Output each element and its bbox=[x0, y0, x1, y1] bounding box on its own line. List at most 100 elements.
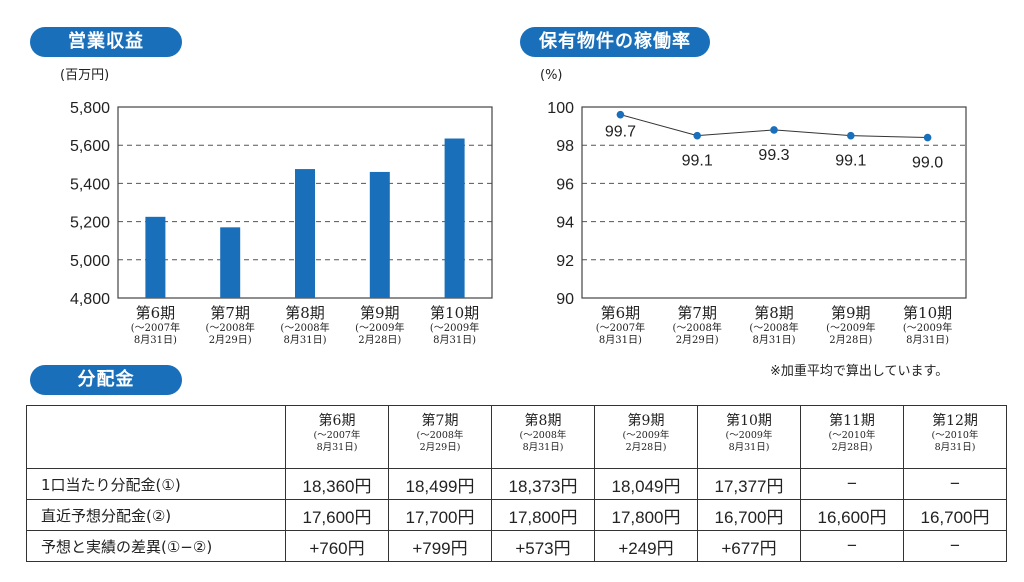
occupancy-x-sublabel: (〜2008年 bbox=[673, 321, 722, 334]
revenue-section-label: 営業収益 bbox=[30, 27, 182, 57]
table-cell: − bbox=[903, 530, 1007, 562]
revenue-unit-label: (百万円) bbox=[60, 68, 109, 83]
occupancy-ytick-label: 90 bbox=[556, 291, 574, 308]
occupancy-x-sublabel: 8月31日) bbox=[599, 334, 642, 346]
occupancy-ytick-label: 92 bbox=[556, 253, 574, 270]
occupancy-ytick-label: 100 bbox=[547, 100, 574, 117]
occupancy-point bbox=[770, 126, 778, 134]
table-cell: 18,049円 bbox=[594, 468, 698, 500]
table-cell: − bbox=[903, 468, 1007, 500]
charts-canvas: (百万円)4,8005,0005,2005,4005,6005,800第6期(〜… bbox=[60, 68, 967, 346]
table-cell: +249円 bbox=[594, 530, 698, 562]
table-cell: +573円 bbox=[491, 530, 595, 562]
row-label: 直近予想分配金(②) bbox=[26, 499, 286, 531]
revenue-ytick-label: 5,000 bbox=[70, 253, 110, 270]
revenue-x-sublabel: (〜2008年 bbox=[206, 321, 255, 334]
revenue-x-label: 第6期 bbox=[136, 304, 176, 322]
occupancy-x-sublabel: (〜2008年 bbox=[749, 321, 798, 334]
revenue-x-sublabel: (〜2007年 bbox=[131, 321, 180, 334]
occupancy-point bbox=[847, 131, 855, 140]
revenue-ytick-label: 5,400 bbox=[70, 176, 110, 193]
distribution-table: 第6期 (〜2007年 8月31日) 第7期 (〜2008年 2月29日) 第8期 (〜2… bbox=[26, 405, 1007, 562]
occupancy-x-label: 第7期 bbox=[677, 304, 717, 322]
table-cell: 16,600円 bbox=[800, 499, 904, 531]
table-cell: +677円 bbox=[697, 530, 801, 562]
revenue-x-sublabel: 8月31日) bbox=[134, 334, 177, 346]
table-cell: − bbox=[800, 468, 904, 500]
table-cell: − bbox=[800, 530, 904, 562]
weighted-average-note: ※加重平均で算出しています。 bbox=[770, 364, 949, 379]
revenue-ytick-label: 5,200 bbox=[70, 215, 110, 232]
occupancy-x-sublabel: (〜2009年 bbox=[903, 321, 952, 334]
revenue-bar bbox=[369, 171, 390, 298]
occupancy-x-label: 第10期 bbox=[903, 304, 952, 322]
occupancy-point bbox=[693, 131, 701, 140]
table-cell: 18,373円 bbox=[491, 468, 595, 500]
occupancy-point bbox=[923, 133, 932, 142]
revenue-x-sublabel: 8月31日) bbox=[433, 334, 476, 346]
occupancy-unit-label: (%) bbox=[540, 68, 563, 83]
distribution-section-label: 分配金 bbox=[30, 365, 182, 395]
revenue-ytick-label: 5,800 bbox=[70, 100, 110, 117]
table-cell: 18,499円 bbox=[388, 468, 492, 500]
revenue-x-sublabel: (〜2009年 bbox=[355, 321, 404, 334]
row-label: 1口当たり分配金(①) bbox=[26, 468, 286, 500]
occupancy-plot-frame bbox=[581, 106, 967, 299]
table-header-cell: 第10期 (〜2009年 8月31日) bbox=[697, 405, 801, 469]
revenue-bar bbox=[295, 169, 315, 298]
table-header-cell: 第8期 (〜2008年 8月31日) bbox=[491, 405, 595, 469]
occupancy-x-sublabel: (〜2007年 bbox=[596, 321, 645, 334]
occupancy-x-label: 第8期 bbox=[754, 304, 794, 322]
occupancy-data-label: 99.1 bbox=[682, 153, 713, 170]
occupancy-data-label: 99.3 bbox=[758, 147, 789, 164]
table-cell: +799円 bbox=[388, 530, 492, 562]
occupancy-line bbox=[620, 114, 928, 139]
occupancy-data-label: 99.7 bbox=[605, 124, 636, 141]
table-row: 直近予想分配金(②) 17,600円 17,700円 17,800円 17,80… bbox=[26, 499, 1007, 531]
occupancy-ytick-label: 94 bbox=[556, 215, 574, 232]
revenue-bar bbox=[145, 216, 166, 298]
occupancy-section-label: 保有物件の稼働率 bbox=[520, 27, 710, 57]
table-header-cell: 第7期 (〜2008年 2月29日) bbox=[388, 405, 492, 469]
table-cell: 18,360円 bbox=[285, 468, 389, 500]
table-row: 予想と実績の差異(①−②) +760円 +799円 +573円 +249円 +6… bbox=[26, 530, 1007, 562]
row-label: 予想と実績の差異(①−②) bbox=[26, 530, 286, 562]
revenue-x-label: 第10期 bbox=[430, 304, 479, 322]
table-header-cell: 第11期 (〜2010年 2月28日) bbox=[800, 405, 904, 469]
table-header-row: 第6期 (〜2007年 8月31日) 第7期 (〜2008年 2月29日) 第8期 (〜2… bbox=[26, 405, 1007, 469]
occupancy-x-label: 第9期 bbox=[831, 304, 871, 322]
revenue-x-label: 第8期 bbox=[285, 304, 325, 322]
occupancy-point bbox=[616, 110, 625, 119]
occupancy-ytick-label: 96 bbox=[556, 176, 574, 193]
occupancy-line-chart: (%)9092949698100第6期(〜2007年8月31日)第7期(〜200… bbox=[540, 68, 967, 346]
table-cell: 17,800円 bbox=[594, 499, 698, 531]
occupancy-x-sublabel: 2月28日) bbox=[829, 334, 872, 346]
revenue-x-sublabel: (〜2008年 bbox=[280, 321, 329, 334]
revenue-ytick-label: 5,600 bbox=[70, 138, 110, 155]
revenue-bar bbox=[444, 138, 465, 298]
revenue-x-label: 第9期 bbox=[360, 304, 400, 322]
table-cell: 16,700円 bbox=[697, 499, 801, 531]
table-header-cell: 第12期 (〜2010年 8月31日) bbox=[903, 405, 1007, 469]
revenue-ytick-label: 4,800 bbox=[70, 291, 110, 308]
occupancy-x-sublabel: 8月31日) bbox=[753, 334, 796, 346]
occupancy-ytick-label: 98 bbox=[556, 138, 574, 155]
table-cell: +760円 bbox=[285, 530, 389, 562]
revenue-x-label: 第7期 bbox=[210, 304, 250, 322]
occupancy-x-label: 第6期 bbox=[601, 304, 641, 322]
occupancy-data-label: 99.0 bbox=[912, 155, 943, 172]
occupancy-x-sublabel: 8月31日) bbox=[906, 334, 949, 346]
revenue-x-sublabel: 2月28日) bbox=[358, 334, 401, 346]
table-cell: 16,700円 bbox=[903, 499, 1007, 531]
occupancy-x-sublabel: (〜2009年 bbox=[826, 321, 875, 334]
table-corner-cell bbox=[26, 405, 286, 469]
table-header-cell: 第6期 (〜2007年 8月31日) bbox=[285, 405, 389, 469]
occupancy-x-sublabel: 2月29日) bbox=[676, 334, 719, 346]
revenue-bar bbox=[220, 227, 241, 298]
table-header-cell: 第9期 (〜2009年 2月28日) bbox=[594, 405, 698, 469]
table-cell: 17,800円 bbox=[491, 499, 595, 531]
revenue-x-sublabel: 8月31日) bbox=[284, 334, 327, 346]
table-cell: 17,600円 bbox=[285, 499, 389, 531]
table-row: 1口当たり分配金(①) 18,360円 18,499円 18,373円 18,0… bbox=[26, 468, 1007, 500]
revenue-x-sublabel: (〜2009年 bbox=[430, 321, 479, 334]
